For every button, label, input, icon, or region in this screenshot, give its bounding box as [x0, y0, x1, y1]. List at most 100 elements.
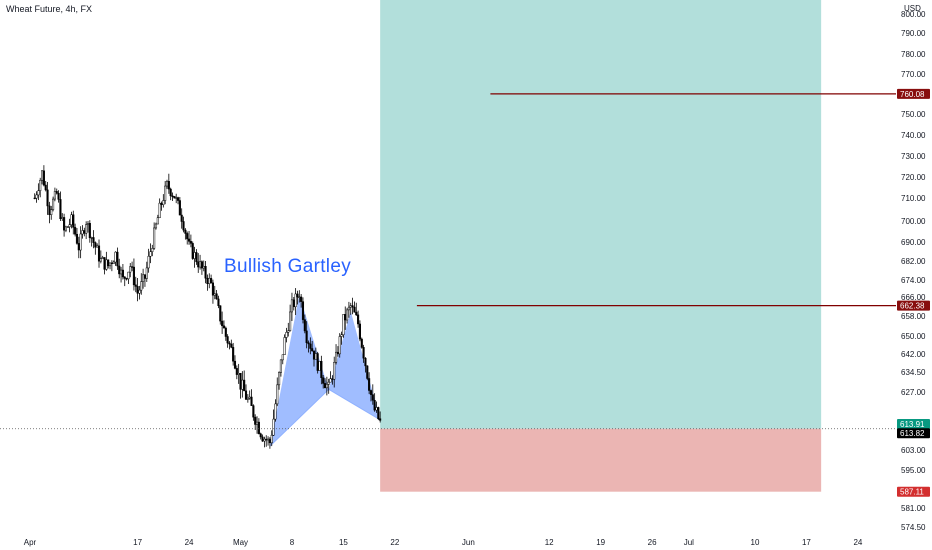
candle-body: [351, 305, 354, 308]
candle-body: [336, 351, 339, 355]
y-tick-label: 634.50: [901, 368, 926, 377]
price-badge-label: 613.82: [900, 429, 925, 438]
candle-body: [70, 214, 73, 225]
candle-body: [208, 278, 211, 284]
candle-body: [180, 214, 183, 222]
candle-body: [290, 299, 293, 313]
price-badge-label: 613.91: [900, 420, 925, 429]
candle-body: [252, 405, 255, 418]
candle-body: [52, 198, 55, 211]
candle-body: [42, 170, 45, 186]
candle-body: [222, 325, 226, 329]
candle-body: [362, 347, 365, 359]
candle-body: [154, 223, 158, 229]
candle-body: [101, 257, 104, 259]
currency-label: USD: [904, 4, 921, 13]
candle-body: [123, 276, 126, 279]
candle-body: [121, 269, 124, 278]
price-badge-label: 760.08: [900, 90, 925, 99]
candle-body: [243, 379, 246, 392]
y-tick-label: 666.00: [901, 293, 926, 302]
y-tick-label: 642.00: [901, 350, 926, 359]
candle-body: [66, 226, 69, 228]
candle-body: [206, 277, 209, 284]
candle-body: [278, 372, 281, 386]
candle-body: [46, 189, 49, 207]
candle-body: [219, 305, 222, 322]
candle-body: [358, 323, 361, 340]
candle-body: [259, 433, 262, 438]
candle-body: [335, 351, 338, 363]
candle-body: [329, 378, 332, 383]
candle-body: [344, 314, 347, 321]
x-tick-label: Apr: [24, 538, 37, 547]
x-tick-label: 8: [290, 538, 295, 547]
candle-body: [254, 416, 257, 425]
candle-body: [120, 269, 123, 275]
candle-body: [110, 262, 113, 264]
candle-body: [366, 365, 369, 379]
candle-body: [94, 242, 97, 248]
candle-body: [156, 217, 159, 225]
candle-body: [48, 205, 51, 215]
candle-body: [184, 229, 187, 234]
candle-body: [274, 403, 277, 420]
candle-body: [103, 257, 106, 270]
candle-body: [224, 327, 227, 337]
candle-body: [248, 396, 251, 399]
candle-body: [171, 195, 174, 197]
candle-body: [371, 394, 374, 401]
candle-body: [213, 293, 216, 296]
x-tick-label: 26: [648, 538, 657, 547]
candle-body: [323, 383, 327, 389]
candle-body: [173, 196, 176, 199]
candle-body: [312, 350, 316, 360]
candle-body: [281, 354, 284, 361]
candle-body: [44, 184, 47, 191]
candle-body: [162, 200, 165, 205]
candle-body: [296, 293, 299, 298]
pattern-label: Bullish Gartley: [224, 256, 351, 277]
candle-body: [129, 266, 132, 273]
y-tick-label: 595.00: [901, 466, 926, 475]
candle-body: [230, 343, 233, 348]
candle-body: [145, 267, 148, 279]
candle-body: [118, 265, 121, 275]
candle-body: [300, 296, 303, 302]
candle-body: [309, 343, 312, 349]
price-badge-target: [897, 300, 930, 311]
candle-body: [108, 262, 112, 267]
y-tick-label: 720.00: [901, 173, 926, 182]
candle-body: [287, 330, 290, 333]
candle-body: [55, 191, 58, 194]
candle-body: [182, 221, 185, 231]
pattern-bd-leg: [328, 388, 381, 421]
candle-body: [92, 237, 95, 243]
candle-body: [357, 314, 360, 325]
candle-body: [285, 332, 288, 338]
candle-body: [241, 379, 244, 390]
candle-body: [368, 378, 371, 391]
candle-body: [311, 348, 314, 352]
candle-body: [164, 185, 167, 201]
candle-body: [228, 342, 231, 345]
candle-body: [226, 336, 229, 344]
candle-body: [114, 251, 117, 263]
candle-body: [195, 252, 198, 263]
candle-body: [279, 359, 282, 373]
price-badge-target: [897, 88, 930, 99]
candle-body: [235, 368, 238, 375]
price-badge-label: 662.38: [900, 302, 925, 311]
candle-body: [81, 230, 84, 235]
y-tick-label: 750.00: [901, 110, 926, 119]
candle-body: [37, 190, 40, 196]
x-tick-label: 24: [185, 538, 194, 547]
candle-body: [211, 282, 214, 296]
price-badge-stop: [897, 486, 930, 497]
candle-body: [86, 223, 90, 225]
candle-body: [318, 360, 321, 371]
candle-body: [364, 357, 367, 367]
candle-body: [292, 299, 295, 308]
y-tick-label: 780.00: [901, 50, 926, 59]
